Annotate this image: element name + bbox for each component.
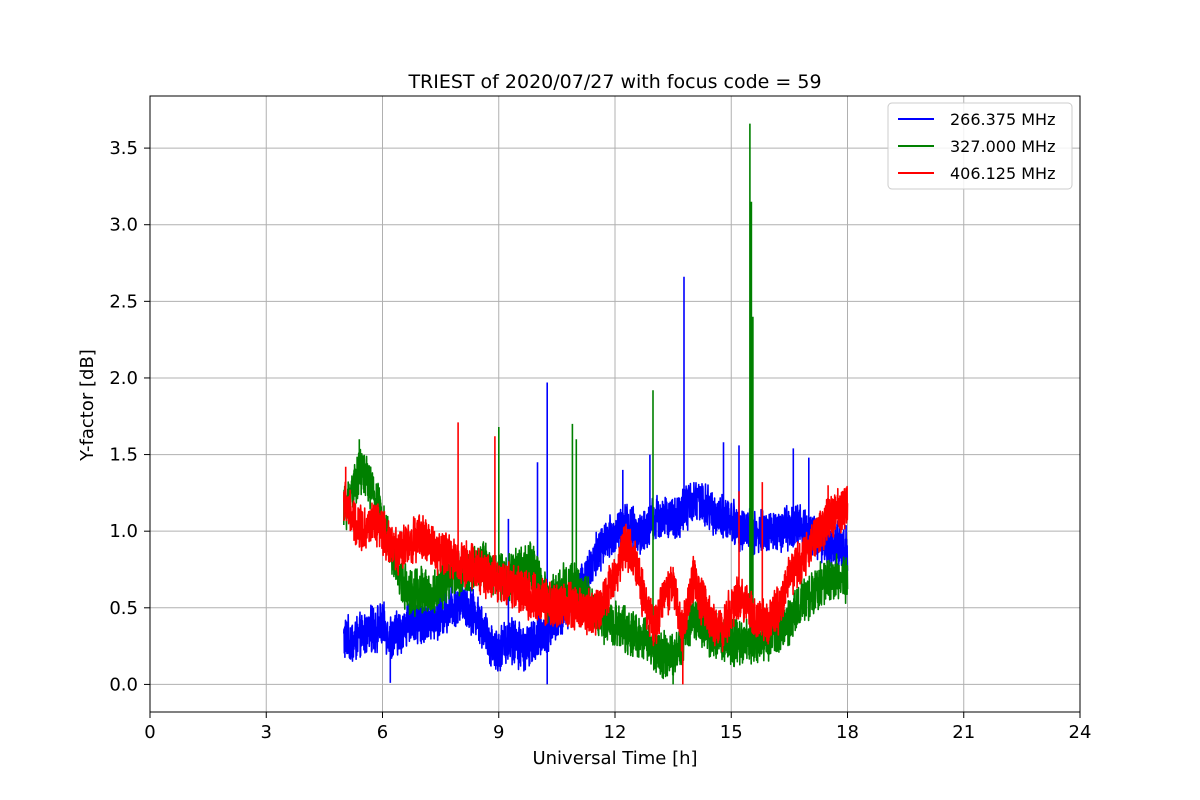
- y-tick-label: 2.0: [109, 368, 138, 389]
- chart-title: TRIEST of 2020/07/27 with focus code = 5…: [407, 71, 821, 93]
- y-tick-label: 3.0: [109, 215, 138, 236]
- x-tick-label: 9: [493, 722, 504, 743]
- y-axis-title: Y-factor [dB]: [77, 349, 98, 462]
- series-line: [343, 422, 849, 685]
- x-tick-label: 6: [377, 722, 388, 743]
- x-tick-label: 15: [720, 722, 743, 743]
- y-tick-label: 1.5: [109, 445, 138, 466]
- legend: 266.375 MHz 327.000 MHz 406.125 MHz: [887, 102, 1073, 190]
- axis-ticks: 0 3 6 9 12 15 18 21 24 0.0 0.5 1.0 1.5 2.0 2.5 3.0 3.5: [109, 138, 1091, 743]
- y-tick-label: 1.0: [109, 521, 138, 542]
- legend-entry-label: 327.000 MHz: [950, 137, 1055, 156]
- y-tick-label: 3.5: [109, 138, 138, 159]
- series-layer: [343, 123, 849, 685]
- x-tick-label: 12: [604, 722, 627, 743]
- x-tick-label: 21: [952, 722, 975, 743]
- x-tick-label: 24: [1069, 722, 1092, 743]
- x-tick-label: 3: [261, 722, 272, 743]
- grid-lines: [149, 96, 1081, 712]
- legend-box: [887, 102, 1073, 190]
- y-tick-label: 0.0: [109, 674, 138, 695]
- x-tick-label: 0: [144, 722, 155, 743]
- y-tick-label: 0.5: [109, 598, 138, 619]
- x-tick-label: 18: [836, 722, 859, 743]
- x-axis-title: Universal Time [h]: [532, 748, 697, 769]
- legend-entry-label: 266.375 MHz: [950, 110, 1055, 129]
- legend-entry-label: 406.125 MHz: [950, 164, 1055, 183]
- y-tick-label: 2.5: [109, 291, 138, 312]
